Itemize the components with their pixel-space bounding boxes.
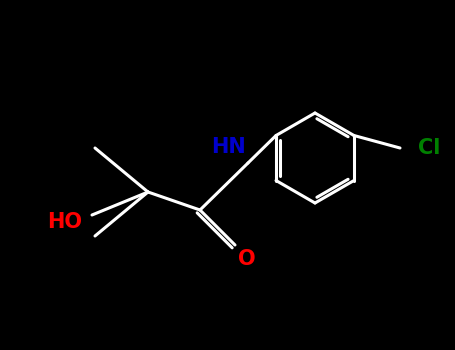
Text: HN: HN (211, 137, 246, 157)
Text: O: O (238, 249, 256, 269)
Text: Cl: Cl (418, 138, 440, 158)
Text: HO: HO (47, 212, 82, 232)
